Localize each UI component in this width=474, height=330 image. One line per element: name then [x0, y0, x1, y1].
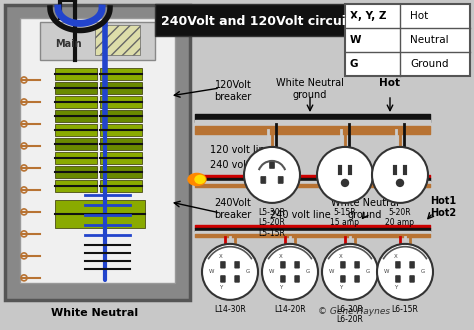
FancyBboxPatch shape — [55, 138, 97, 150]
FancyBboxPatch shape — [235, 276, 239, 282]
FancyBboxPatch shape — [281, 261, 285, 268]
Text: White Neutral
ground: White Neutral ground — [331, 198, 399, 219]
Text: © Gene Haynes: © Gene Haynes — [318, 307, 390, 316]
Text: W: W — [329, 269, 335, 274]
Text: L14-20R: L14-20R — [274, 305, 306, 314]
Text: G: G — [306, 269, 310, 274]
Text: G: G — [421, 269, 425, 274]
FancyBboxPatch shape — [95, 25, 140, 55]
FancyBboxPatch shape — [281, 276, 285, 282]
FancyBboxPatch shape — [55, 152, 97, 164]
Ellipse shape — [195, 176, 205, 183]
FancyBboxPatch shape — [100, 82, 142, 94]
FancyBboxPatch shape — [100, 68, 142, 80]
Circle shape — [244, 147, 300, 203]
FancyBboxPatch shape — [5, 5, 190, 300]
Text: W: W — [384, 269, 390, 274]
Text: X: X — [279, 254, 283, 259]
FancyBboxPatch shape — [410, 261, 414, 268]
Text: Y: Y — [279, 285, 283, 290]
FancyBboxPatch shape — [396, 276, 400, 282]
Text: L14-30R: L14-30R — [214, 305, 246, 314]
Circle shape — [202, 244, 258, 300]
FancyBboxPatch shape — [55, 124, 97, 136]
Text: Y: Y — [219, 285, 223, 290]
FancyBboxPatch shape — [100, 166, 142, 178]
Circle shape — [317, 147, 373, 203]
FancyBboxPatch shape — [55, 200, 145, 228]
Text: 240Volt and 120Volt circuits: 240Volt and 120Volt circuits — [161, 16, 359, 28]
Text: 5-15R
15 amp: 5-15R 15 amp — [330, 208, 359, 227]
FancyBboxPatch shape — [396, 261, 400, 268]
Text: Y: Y — [339, 285, 343, 290]
Text: 240 volt line: 240 volt line — [210, 160, 271, 170]
Text: Hot2: Hot2 — [430, 208, 456, 218]
Text: L6-30R
L6-20R: L6-30R L6-20R — [337, 305, 364, 324]
FancyBboxPatch shape — [155, 4, 365, 36]
FancyBboxPatch shape — [295, 276, 300, 282]
FancyBboxPatch shape — [345, 4, 470, 76]
Text: Y: Y — [394, 285, 398, 290]
FancyBboxPatch shape — [220, 276, 225, 282]
Circle shape — [372, 147, 428, 203]
FancyBboxPatch shape — [55, 166, 97, 178]
FancyBboxPatch shape — [341, 261, 345, 268]
Text: Main: Main — [55, 39, 82, 49]
FancyBboxPatch shape — [55, 68, 97, 80]
Text: 240 volt line: 240 volt line — [270, 210, 331, 220]
Text: W: W — [269, 269, 275, 274]
FancyBboxPatch shape — [55, 96, 97, 108]
Text: G: G — [246, 269, 250, 274]
Text: Ground: Ground — [410, 59, 448, 69]
FancyBboxPatch shape — [220, 261, 225, 268]
FancyBboxPatch shape — [100, 124, 142, 136]
Text: X: X — [219, 254, 223, 259]
Text: Hot1: Hot1 — [430, 196, 456, 206]
Text: Hot: Hot — [380, 78, 401, 88]
Text: 120 volt line: 120 volt line — [210, 145, 271, 155]
Circle shape — [262, 244, 318, 300]
FancyBboxPatch shape — [355, 261, 359, 268]
FancyBboxPatch shape — [235, 261, 239, 268]
Text: G: G — [350, 59, 358, 69]
FancyBboxPatch shape — [100, 180, 142, 192]
Text: White Neutral: White Neutral — [52, 308, 138, 318]
FancyBboxPatch shape — [55, 110, 97, 122]
FancyBboxPatch shape — [55, 180, 97, 192]
FancyBboxPatch shape — [341, 276, 345, 282]
Text: White Neutral
ground: White Neutral ground — [276, 78, 344, 100]
FancyBboxPatch shape — [100, 138, 142, 150]
Text: W: W — [350, 35, 362, 45]
FancyBboxPatch shape — [410, 276, 414, 282]
FancyBboxPatch shape — [278, 177, 283, 183]
Circle shape — [322, 244, 378, 300]
Text: Hot: Hot — [410, 11, 428, 21]
Circle shape — [377, 244, 433, 300]
FancyBboxPatch shape — [55, 82, 97, 94]
Circle shape — [341, 180, 348, 186]
Ellipse shape — [188, 174, 206, 185]
Text: L6-15R: L6-15R — [392, 305, 419, 314]
FancyBboxPatch shape — [100, 96, 142, 108]
FancyBboxPatch shape — [20, 18, 175, 283]
Text: 120Volt
breaker: 120Volt breaker — [214, 80, 252, 102]
Text: 5-20R
20 amp: 5-20R 20 amp — [385, 208, 414, 227]
FancyBboxPatch shape — [295, 261, 300, 268]
FancyBboxPatch shape — [261, 177, 266, 183]
Circle shape — [396, 180, 403, 186]
FancyBboxPatch shape — [40, 22, 155, 60]
Text: X, Y, Z: X, Y, Z — [350, 11, 386, 21]
Text: Neutral: Neutral — [410, 35, 448, 45]
FancyBboxPatch shape — [100, 110, 142, 122]
FancyBboxPatch shape — [355, 276, 359, 282]
FancyBboxPatch shape — [100, 152, 142, 164]
Text: 240Volt
breaker: 240Volt breaker — [214, 198, 252, 219]
Text: L5-30R
L5-20R
L5-15R: L5-30R L5-20R L5-15R — [258, 208, 285, 238]
Text: G: G — [366, 269, 370, 274]
FancyBboxPatch shape — [270, 161, 274, 168]
Text: X: X — [339, 254, 343, 259]
Text: X: X — [394, 254, 398, 259]
Text: W: W — [209, 269, 215, 274]
